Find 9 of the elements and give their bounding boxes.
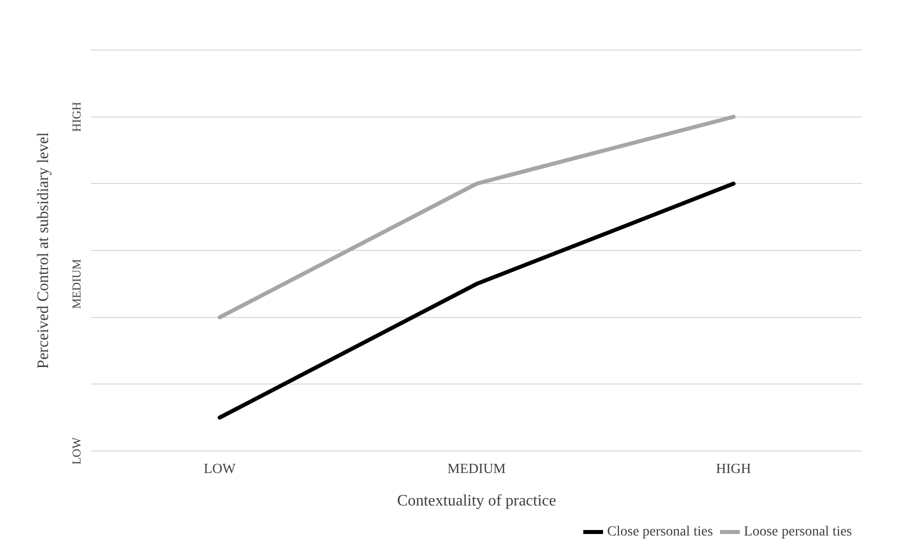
- x-tick-label: HIGH: [716, 462, 752, 478]
- legend-label: Loose personal ties: [744, 524, 852, 540]
- text: HIGH: [69, 102, 84, 132]
- x-tick-label: MEDIUM: [447, 462, 506, 478]
- x-tick-label: LOW: [204, 462, 236, 478]
- text: MEDIUM: [69, 258, 84, 309]
- x-axis-title: Contextuality of practice: [397, 492, 556, 510]
- legend-label: Close personal ties: [607, 524, 713, 540]
- y-axis-title: Perceived Control at subsidiary level: [34, 132, 52, 369]
